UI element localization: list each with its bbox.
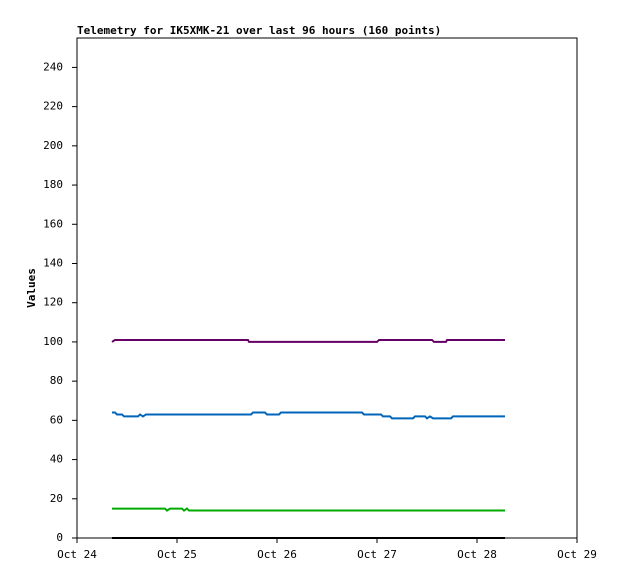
x-tick-label: Oct 24 bbox=[57, 548, 97, 561]
y-tick-label: 160 bbox=[43, 217, 63, 230]
y-tick-label: 100 bbox=[43, 335, 63, 348]
series-line bbox=[112, 507, 505, 512]
x-tick-label: Oct 29 bbox=[557, 548, 597, 561]
series-line bbox=[111, 338, 505, 343]
x-tick-label: Oct 27 bbox=[357, 548, 397, 561]
y-tick-label: 180 bbox=[43, 178, 63, 191]
y-axis-label: Values bbox=[25, 268, 38, 308]
y-tick-label: 60 bbox=[50, 413, 63, 426]
x-tick-label: Oct 26 bbox=[257, 548, 297, 561]
y-tick-label: 20 bbox=[50, 492, 63, 505]
y-tick-label: 80 bbox=[50, 374, 63, 387]
y-tick-label: 220 bbox=[43, 100, 63, 113]
y-tick-label: 40 bbox=[50, 453, 63, 466]
y-tick-label: 0 bbox=[56, 531, 63, 544]
series-line bbox=[112, 411, 505, 420]
x-tick-label: Oct 28 bbox=[457, 548, 497, 561]
y-tick-label: 200 bbox=[43, 139, 63, 152]
y-tick-label: 140 bbox=[43, 256, 63, 269]
chart-title: Telemetry for IK5XMK-21 over last 96 hou… bbox=[77, 24, 441, 37]
y-tick-label: 240 bbox=[43, 60, 63, 73]
x-tick-label: Oct 25 bbox=[157, 548, 197, 561]
y-tick-label: 120 bbox=[43, 296, 63, 309]
